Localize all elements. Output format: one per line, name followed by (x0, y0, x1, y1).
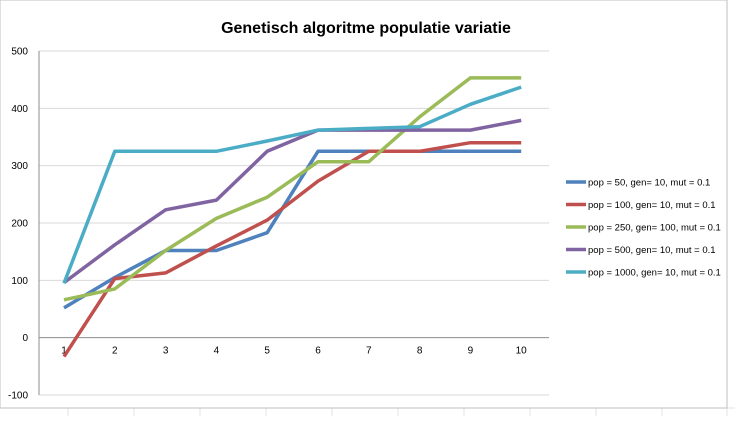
x-tick-label: 5 (264, 346, 270, 357)
legend-label: pop = 50, gen= 10, mut = 0.1 (588, 178, 710, 189)
legend-item[interactable]: pop = 100, gen= 10, mut = 0.1 (566, 200, 716, 211)
x-tick-label: 2 (112, 346, 118, 357)
legend-item[interactable]: pop = 50, gen= 10, mut = 0.1 (566, 178, 710, 189)
series-lines (62, 76, 522, 358)
legend-item[interactable]: pop = 500, gen= 10, mut = 0.1 (566, 245, 716, 256)
y-axis-tick-labels: -100 0 100 200 300 400 500 (8, 47, 28, 402)
y-tick-label: 0 (22, 333, 28, 344)
y-tick-label: 400 (11, 104, 28, 115)
y-tick-label: 100 (11, 276, 28, 287)
x-tick-label: 8 (417, 346, 423, 357)
series-line-5[interactable] (62, 85, 522, 284)
x-tick-label: 9 (468, 346, 474, 357)
series-line-4[interactable] (62, 118, 522, 285)
legend-label: pop = 100, gen= 10, mut = 0.1 (588, 200, 716, 211)
y-tick-label: -100 (8, 391, 28, 402)
x-tick-label: 7 (366, 346, 372, 357)
legend-item[interactable]: pop = 250, gen= 100, mut = 0.1 (566, 223, 721, 234)
legend-item[interactable]: pop = 1000, gen= 10, mut = 0.1 (566, 268, 721, 279)
x-tick-label: 10 (516, 346, 528, 357)
x-tick-label: 3 (163, 346, 169, 357)
series-line-3[interactable] (63, 76, 522, 302)
y-tick-label: 200 (11, 219, 28, 230)
chart-area (0, 0, 728, 409)
x-tick-label: 4 (214, 346, 220, 357)
series-line-1[interactable] (63, 149, 522, 310)
x-axis-tick-labels: 1 2 3 4 5 6 7 8 9 10 (61, 346, 527, 357)
x-tick-label: 1 (61, 346, 67, 357)
x-tick-label: 6 (315, 346, 321, 357)
series-line-2[interactable] (62, 140, 522, 358)
legend-label: pop = 1000, gen= 10, mut = 0.1 (588, 268, 721, 279)
y-tick-label: 500 (11, 47, 28, 58)
legend-label: pop = 250, gen= 100, mut = 0.1 (588, 223, 721, 234)
chart-title: Genetisch algoritme populatie variatie (221, 20, 511, 37)
y-tick-label: 300 (11, 161, 28, 172)
legend-label: pop = 500, gen= 10, mut = 0.1 (588, 245, 716, 256)
legend[interactable]: pop = 50, gen= 10, mut = 0.1 pop = 100, g… (566, 178, 721, 279)
